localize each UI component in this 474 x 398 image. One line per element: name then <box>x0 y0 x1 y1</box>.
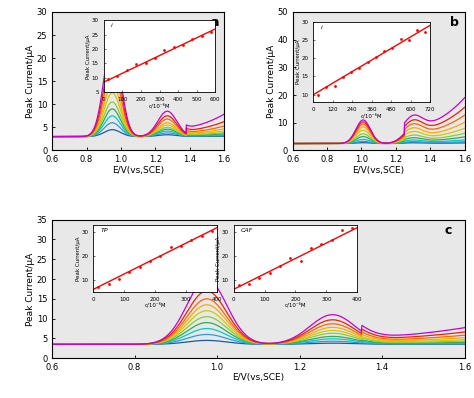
X-axis label: E/V(vs,SCE): E/V(vs,SCE) <box>232 373 284 382</box>
X-axis label: E/V(vs,SCE): E/V(vs,SCE) <box>353 166 405 175</box>
Text: b: b <box>450 16 459 29</box>
Y-axis label: Peak Current/μA: Peak Current/μA <box>26 45 35 118</box>
Y-axis label: Peak Current/μA: Peak Current/μA <box>26 252 35 326</box>
Text: c: c <box>445 224 452 237</box>
X-axis label: E/V(vs,SCE): E/V(vs,SCE) <box>112 166 164 175</box>
Y-axis label: Peak Current/μA: Peak Current/μA <box>267 45 276 118</box>
Text: a: a <box>210 16 219 29</box>
